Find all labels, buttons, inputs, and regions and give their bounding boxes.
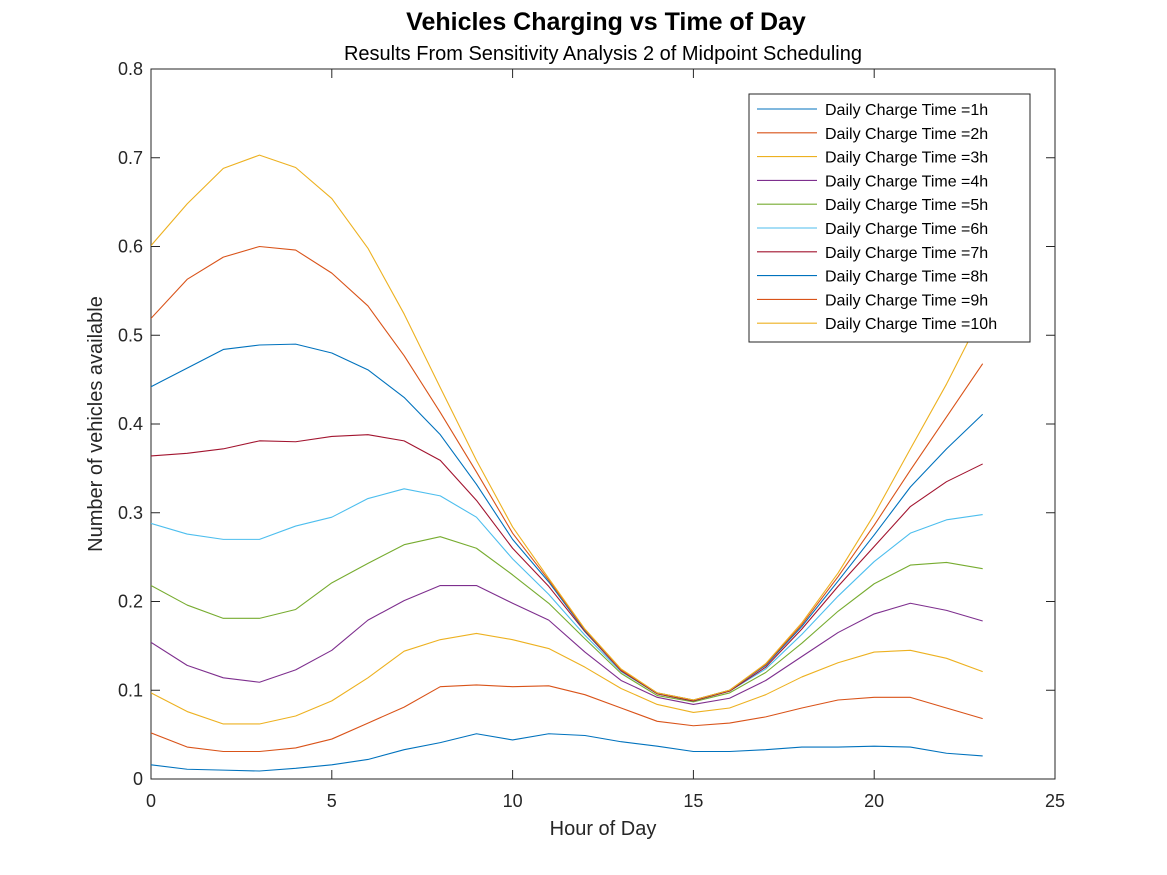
y-tick-label: 0.4 bbox=[118, 414, 143, 434]
series-line-6 bbox=[151, 488, 983, 702]
series-group bbox=[151, 154, 984, 772]
series-line-3 bbox=[151, 632, 983, 725]
series-line-2 bbox=[151, 684, 983, 753]
y-tick-label: 0.5 bbox=[118, 325, 143, 345]
legend-entry: Daily Charge Time =8h bbox=[757, 269, 988, 286]
chart-subtitle: Results From Sensitivity Analysis 2 of M… bbox=[344, 43, 862, 65]
legend-entry: Daily Charge Time =2h bbox=[757, 126, 988, 143]
legend-entry: Daily Charge Time =1h bbox=[757, 102, 988, 119]
series-line-7 bbox=[151, 434, 983, 702]
y-tick-label: 0.8 bbox=[118, 59, 143, 79]
y-tick-label: 0 bbox=[133, 769, 143, 789]
legend-entry: Daily Charge Time =7h bbox=[757, 245, 988, 262]
legend-entry: Daily Charge Time =5h bbox=[757, 197, 988, 214]
series-line-10 bbox=[151, 154, 984, 701]
legend-label: Daily Charge Time =3h bbox=[825, 150, 988, 167]
x-tick-label: 20 bbox=[864, 791, 884, 811]
y-axis-label: Number of vehicles available bbox=[85, 296, 107, 552]
legend-box bbox=[748, 93, 1031, 343]
legend-label: Daily Charge Time =7h bbox=[825, 245, 988, 262]
legend-label: Daily Charge Time =2h bbox=[825, 126, 988, 143]
y-tick-label: 0.3 bbox=[118, 503, 143, 523]
x-tick-label: 15 bbox=[683, 791, 703, 811]
series-line-9 bbox=[151, 245, 984, 701]
legend-entry: Daily Charge Time =6h bbox=[757, 221, 988, 238]
chart-title: Vehicles Charging vs Time of Day bbox=[406, 8, 806, 36]
legend-label: Daily Charge Time =9h bbox=[825, 292, 988, 309]
series-line-5 bbox=[151, 536, 983, 703]
series-line-1 bbox=[151, 733, 983, 772]
y-tick-label: 0.1 bbox=[118, 680, 143, 700]
legend-entry: Daily Charge Time =10h bbox=[757, 316, 997, 333]
legend-entry: Daily Charge Time =3h bbox=[757, 150, 988, 167]
legend-label: Daily Charge Time =4h bbox=[825, 173, 988, 190]
legend-label: Daily Charge Time =6h bbox=[825, 221, 988, 238]
x-tick-label: 5 bbox=[327, 791, 337, 811]
y-tick-label: 0.6 bbox=[118, 237, 143, 257]
legend-entry: Daily Charge Time =9h bbox=[757, 292, 988, 309]
legend-entry: Daily Charge Time =4h bbox=[757, 173, 988, 190]
series-line-4 bbox=[151, 584, 983, 706]
y-tick-label: 0.2 bbox=[118, 592, 143, 612]
series-line-8 bbox=[151, 343, 984, 701]
legend-label: Daily Charge Time =8h bbox=[825, 269, 988, 286]
y-tick-label: 0.7 bbox=[118, 148, 143, 168]
legend: Daily Charge Time =1h Daily Charge Time =… bbox=[748, 93, 1031, 343]
x-tick-label: 0 bbox=[146, 791, 156, 811]
x-tick-label: 10 bbox=[503, 791, 523, 811]
x-axis-label: Hour of Day bbox=[550, 818, 657, 840]
legend-label: Daily Charge Time =10h bbox=[825, 316, 997, 333]
legend-label: Daily Charge Time =5h bbox=[825, 197, 988, 214]
x-tick-label: 25 bbox=[1045, 791, 1065, 811]
legend-label: Daily Charge Time =1h bbox=[825, 102, 988, 119]
